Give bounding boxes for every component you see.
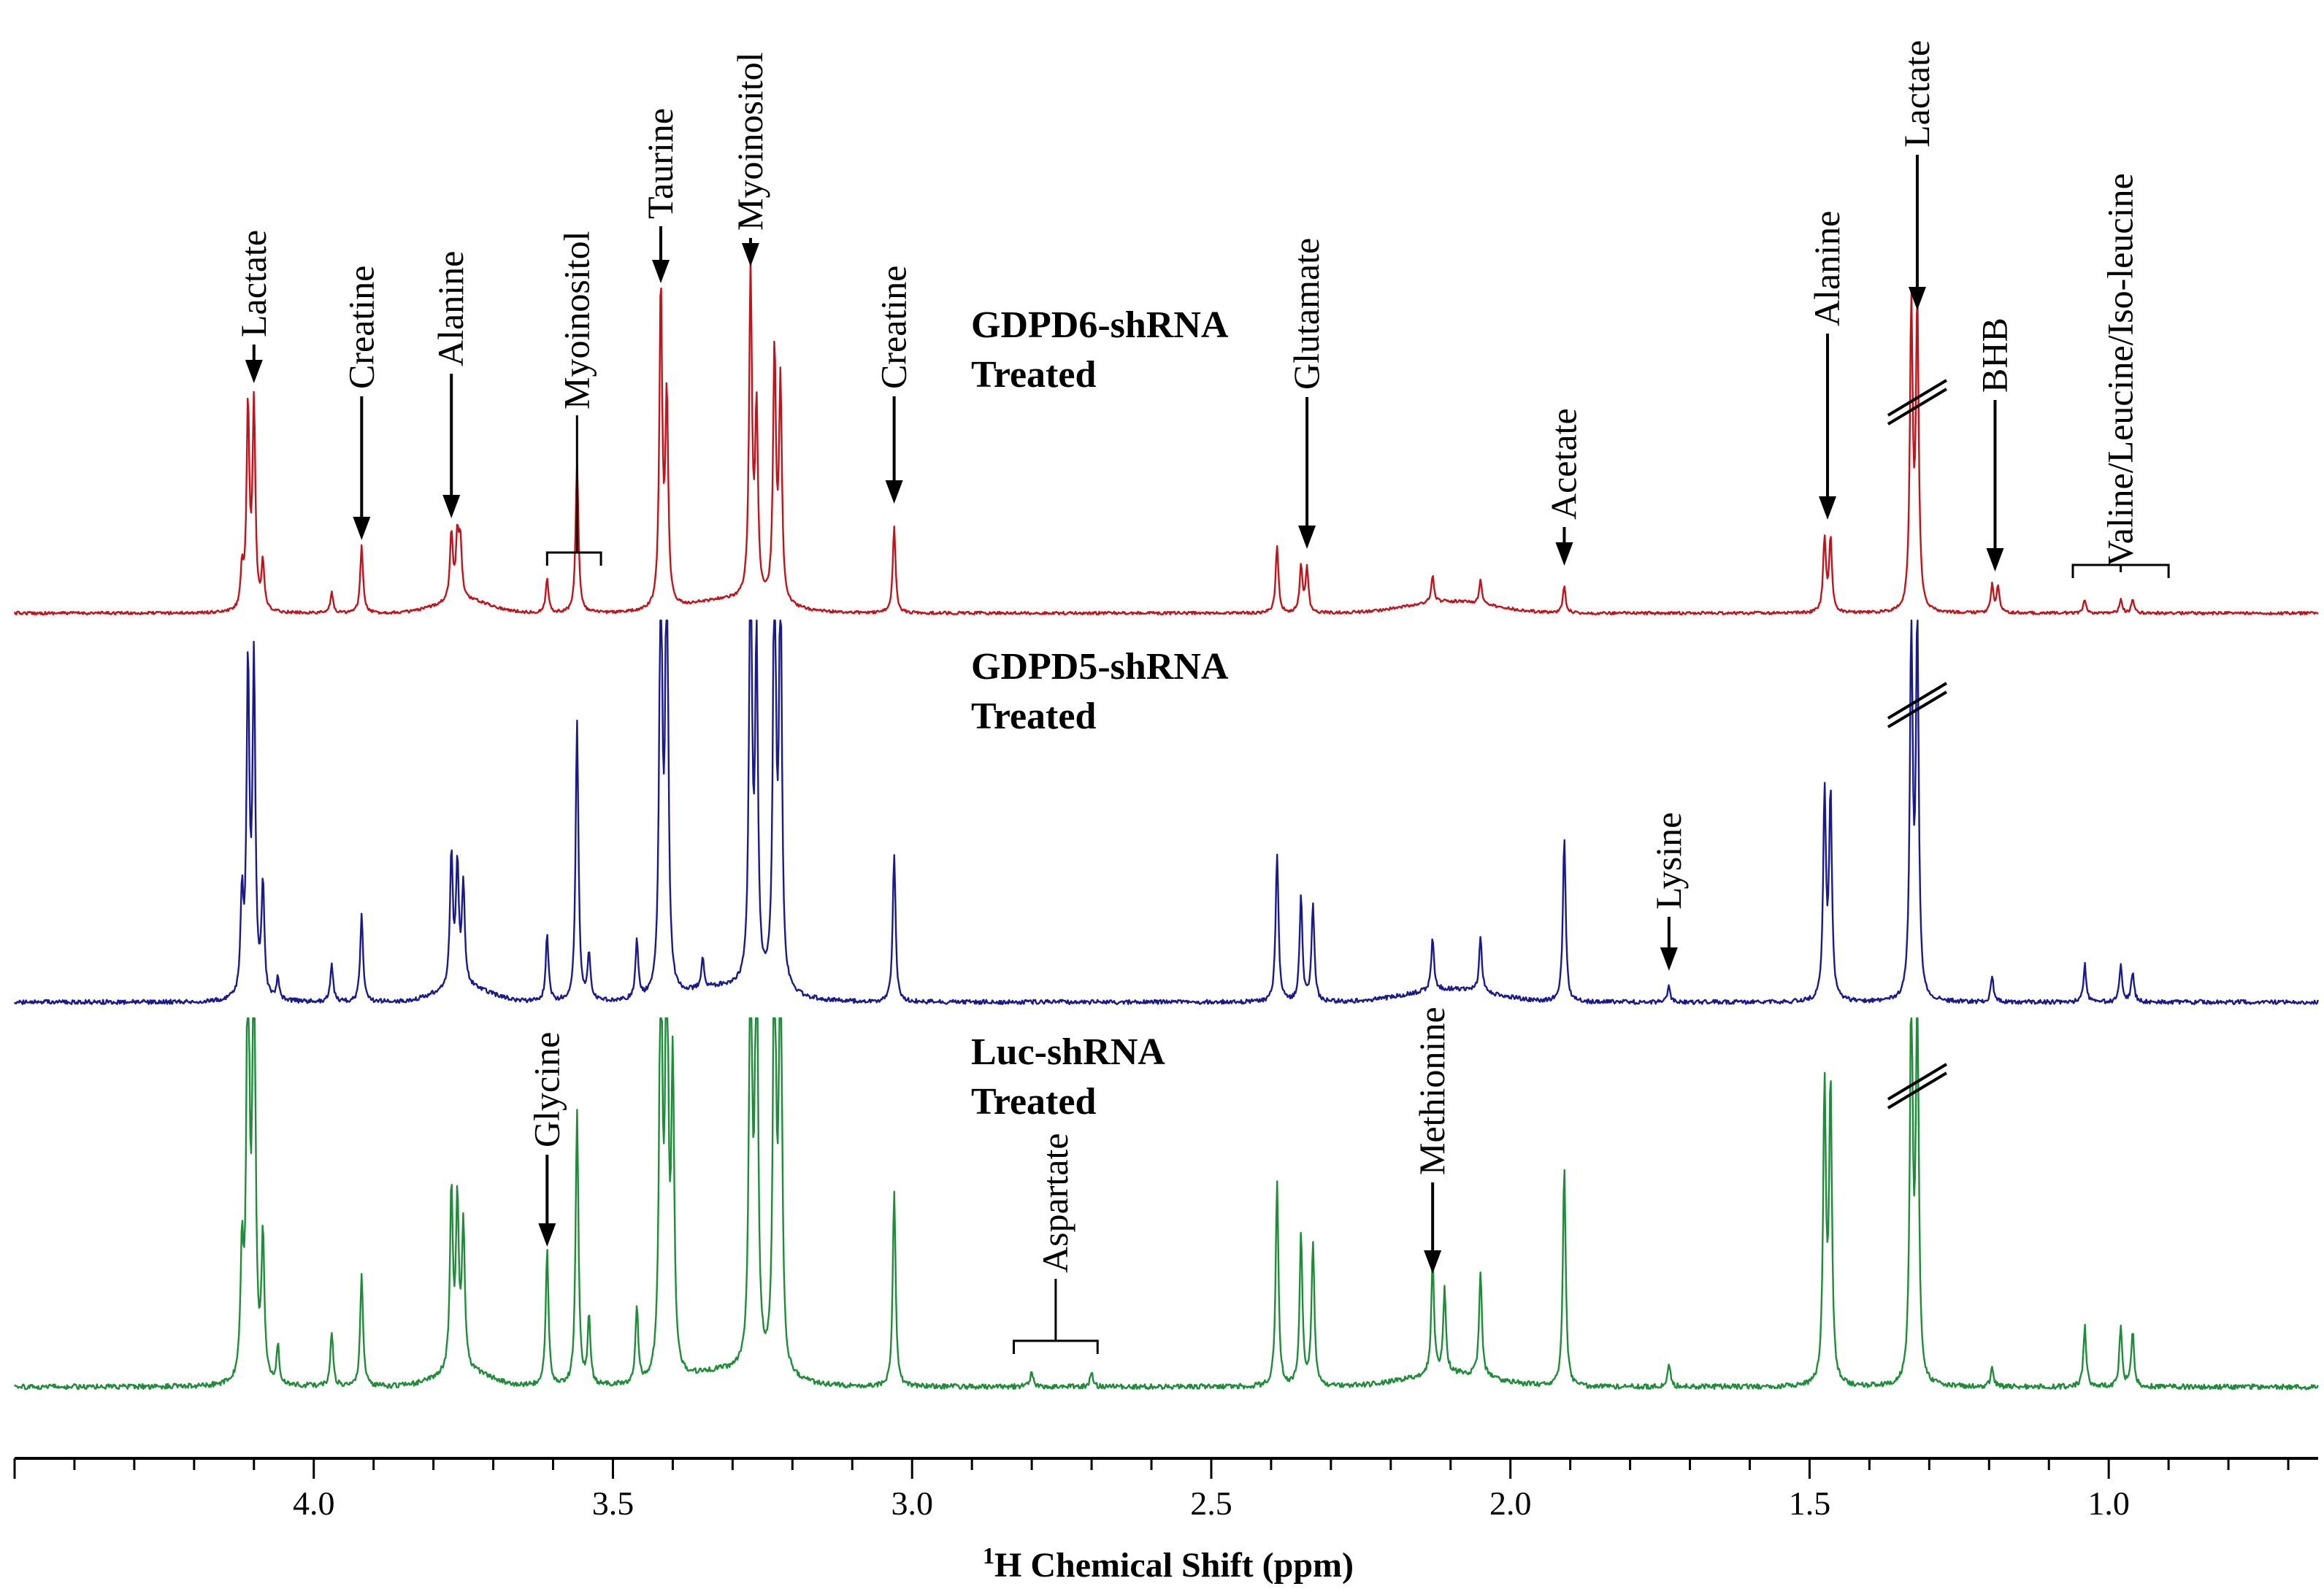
x-axis-ticks: 4.0 3.5 3.0 2.5 2.0 1.5 1.0 — [13, 1458, 2290, 1522]
annotation-methionine: Methionine — [1411, 1007, 1452, 1274]
annotation-aspartate: Aspartate — [1013, 1133, 1099, 1354]
annotation-creatine-1: Creatine — [340, 266, 381, 540]
x-tick-label: 3.5 — [592, 1485, 634, 1522]
annotation-glycine: Glycine — [526, 1032, 567, 1247]
annotation-arrow-head — [538, 1223, 556, 1247]
annotation-glutamate: Glutamate — [1286, 238, 1327, 549]
annotation-creatine-2: Creatine — [873, 266, 914, 504]
x-tick-label: 1.0 — [2087, 1485, 2130, 1522]
annotation-label: BHB — [1974, 318, 2014, 393]
annotation-arrow-head — [1986, 548, 2004, 572]
annotation-label: Creatine — [873, 266, 914, 389]
annotation-taurine: Taurine — [640, 108, 680, 283]
annotation-valine: Valine/Leucine/Iso-leucine — [2071, 173, 2170, 578]
annotation-label: Methionine — [1411, 1007, 1452, 1175]
annotation-arrow-head — [1555, 542, 1573, 566]
x-axis-title: 1H Chemical Shift (ppm) — [983, 1542, 1354, 1585]
annotation-label: Valine/Leucine/Iso-leucine — [2100, 173, 2141, 566]
x-axis-title-superscript: 1 — [983, 1542, 994, 1569]
annotation-arrow-head — [245, 360, 263, 383]
annotation-arrow-head — [1819, 496, 1837, 520]
annotation-bracket — [1013, 1339, 1099, 1354]
annotation-arrow-head — [885, 480, 903, 504]
annotation-arrow-head — [741, 243, 759, 266]
annotation-label: Myoinositol — [556, 231, 597, 409]
annotation-myoinositol-1: Myoinositol — [545, 231, 602, 566]
axis-break-mark — [1887, 682, 1947, 720]
spectrum-line-luc-shrna — [14, 1017, 2319, 1390]
series-label-gdpd5-line2: Treated — [971, 696, 1096, 737]
x-tick-label: 2.0 — [1489, 1485, 1532, 1522]
axis-break-mark — [1887, 1071, 1947, 1109]
annotation-bhb: BHB — [1974, 318, 2014, 572]
annotation-label: Lactate — [1896, 40, 1937, 147]
x-tick-label: 2.5 — [1190, 1485, 1232, 1522]
annotation-lactate-1: Lactate — [233, 230, 274, 383]
annotation-arrow-head — [353, 517, 371, 540]
annotation-label: Lysine — [1648, 812, 1689, 909]
annotation-label: Taurine — [640, 108, 680, 219]
annotation-lysine: Lysine — [1648, 812, 1689, 971]
x-tick-label: 3.0 — [891, 1485, 933, 1522]
axis-break-mark — [1887, 388, 1947, 426]
x-tick-label: 1.5 — [1789, 1485, 1831, 1522]
series-label-gdpd6-line2: Treated — [971, 354, 1096, 396]
x-axis: 4.0 3.5 3.0 2.5 2.0 1.5 1.0 — [13, 1457, 2318, 1522]
annotation-arrow-head — [1298, 526, 1316, 549]
spectra-layer — [13, 256, 2319, 1390]
annotation-label: Acetate — [1543, 408, 1584, 520]
axis-break-marks — [1887, 379, 1947, 1109]
series-label-luc: Luc-shRNA Treated — [971, 1031, 1165, 1123]
axis-break-mark — [1887, 379, 1947, 417]
annotation-label: Creatine — [340, 266, 381, 389]
annotation-arrow-head — [1660, 947, 1678, 971]
x-axis-title-text: H Chemical Shift (ppm) — [994, 1546, 1354, 1585]
annotation-bracket — [545, 551, 602, 566]
annotation-alanine-1: Alanine — [430, 251, 471, 518]
annotation-label: Lactate — [233, 230, 274, 337]
series-label-luc-line1: Luc-shRNA — [971, 1031, 1165, 1073]
annotation-arrow-head — [1424, 1250, 1442, 1274]
x-tick-label: 4.0 — [293, 1485, 335, 1522]
annotation-arrow-head — [442, 495, 461, 518]
annotation-label: Glutamate — [1286, 238, 1327, 390]
annotation-label: Aspartate — [1035, 1133, 1075, 1273]
peak-annotations: Lactate Creatine Alanine Myoinositol Taurine… — [233, 40, 2170, 1354]
axis-break-mark — [1887, 1063, 1947, 1101]
series-label-gdpd6: GDPD6-shRNA Treated — [971, 304, 1229, 396]
annotation-acetate: Acetate — [1543, 408, 1584, 566]
annotation-alanine-2: Alanine — [1806, 211, 1847, 520]
series-label-gdpd5: GDPD5-shRNA Treated — [971, 646, 1229, 737]
annotation-arrow-head — [1908, 287, 1926, 310]
annotation-label: Glycine — [526, 1032, 567, 1147]
annotation-label: Alanine — [430, 251, 471, 366]
annotation-myoinositol-2: Myoinositol — [729, 53, 770, 266]
series-label-gdpd5-line1: GDPD5-shRNA — [971, 646, 1229, 688]
annotation-lactate-2: Lactate — [1896, 40, 1937, 310]
annotation-arrow-head — [652, 260, 670, 283]
spectrum-line-gdpd5-shrna — [14, 619, 2319, 1006]
series-label-gdpd6-line1: GDPD6-shRNA — [971, 304, 1229, 346]
axis-break-mark — [1887, 690, 1947, 728]
series-label-luc-line2: Treated — [971, 1081, 1096, 1123]
annotation-label: Myoinositol — [729, 53, 770, 231]
annotation-label: Alanine — [1806, 211, 1847, 326]
spectrum-line-gdpd6-shrna — [13, 256, 2319, 616]
